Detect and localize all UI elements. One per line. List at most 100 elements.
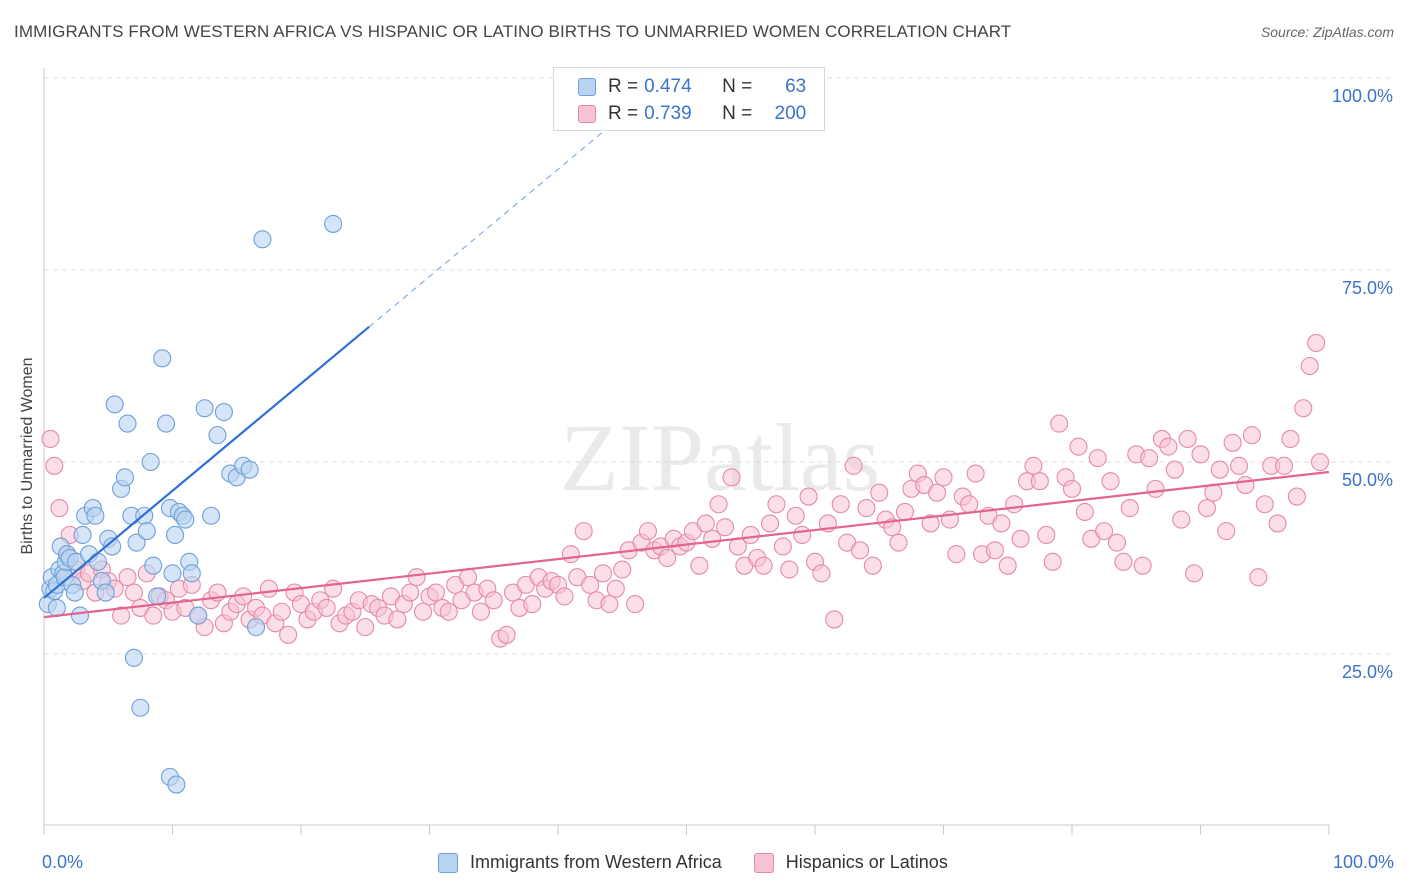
data-point-hispanics [709, 495, 728, 514]
data-point-western-africa [163, 564, 182, 583]
data-point-western-africa [141, 452, 160, 472]
data-point-western-africa [167, 775, 186, 794]
data-point-hispanics [593, 564, 613, 583]
data-point-hispanics [414, 602, 433, 621]
data-point-hispanics [626, 595, 645, 614]
data-point-hispanics [786, 506, 805, 525]
data-point-western-africa [157, 414, 176, 433]
data-point-hispanics [1101, 472, 1120, 491]
data-point-hispanics [484, 591, 503, 610]
data-point-hispanics [317, 598, 336, 617]
data-point-hispanics [1242, 426, 1261, 445]
data-point-hispanics [895, 502, 915, 521]
data-point-hispanics [722, 468, 741, 487]
legend-item-western-africa[interactable]: Immigrants from Western Africa [438, 852, 722, 873]
legend-swatch-blue [578, 78, 596, 96]
legend-n-label: N = [722, 76, 753, 97]
data-point-hispanics [883, 518, 902, 537]
data-point-hispanics [1300, 356, 1319, 376]
data-point-hispanics [45, 456, 64, 475]
data-point-hispanics [998, 556, 1017, 575]
data-point-hispanics [947, 545, 966, 564]
stats-legend: R = 0.474 N = 63 R = 0.739 N = 200 [553, 67, 825, 131]
data-point-hispanics [1088, 449, 1107, 468]
data-point-western-africa [240, 460, 259, 479]
data-point-western-africa [176, 510, 195, 529]
data-point-hispanics [439, 602, 458, 621]
data-point-hispanics [471, 602, 490, 621]
data-point-hispanics [613, 560, 632, 579]
data-point-hispanics [1069, 437, 1088, 456]
data-point-hispanics [960, 495, 979, 514]
data-point-western-africa [118, 414, 137, 433]
data-point-hispanics [690, 556, 709, 575]
data-point-hispanics [144, 606, 163, 625]
legend-item-label: Immigrants from Western Africa [470, 852, 722, 872]
data-point-hispanics [1050, 414, 1069, 433]
data-point-western-africa [153, 349, 172, 368]
y-tick-label: 75.0% [1342, 278, 1393, 298]
data-point-hispanics [1095, 522, 1114, 541]
data-point-hispanics [812, 564, 831, 583]
data-point-western-africa [208, 426, 227, 445]
data-point-western-africa [246, 618, 266, 637]
data-point-hispanics [928, 483, 947, 502]
data-point-hispanics [124, 583, 143, 602]
x-tick-max: 100.0% [1332, 852, 1394, 872]
data-point-hispanics [1223, 433, 1242, 452]
data-point-western-africa [214, 403, 233, 422]
data-point-hispanics [561, 545, 580, 564]
data-point-hispanics [780, 560, 799, 579]
source-label: Source: ZipAtlas.com [1260, 24, 1394, 40]
data-point-western-africa [195, 399, 214, 418]
data-point-hispanics [921, 514, 940, 533]
data-point-western-africa [65, 583, 84, 602]
data-point-hispanics [1043, 552, 1062, 571]
data-point-hispanics [1037, 525, 1056, 545]
data-point-hispanics [889, 533, 908, 552]
data-point-hispanics [1236, 475, 1255, 495]
legend-item-hispanics[interactable]: Hispanics or Latinos [753, 852, 948, 873]
data-point-hispanics [1062, 479, 1082, 498]
data-point-hispanics [741, 525, 760, 545]
data-point-hispanics [934, 468, 953, 487]
data-point-hispanics [696, 514, 715, 533]
data-point-western-africa [166, 525, 185, 545]
data-point-hispanics [715, 518, 735, 537]
data-point-hispanics [1159, 437, 1178, 456]
data-point-hispanics [1197, 499, 1216, 518]
data-point-hispanics [555, 587, 574, 606]
data-point-hispanics [272, 602, 291, 621]
data-point-hispanics [1114, 552, 1133, 571]
data-point-hispanics [1310, 452, 1330, 472]
data-point-hispanics [1268, 514, 1287, 533]
trendline-western-africa-extension [368, 115, 623, 328]
data-point-hispanics [279, 625, 298, 644]
data-point-western-africa [73, 525, 92, 545]
legend-n-value: 63 [785, 76, 807, 97]
data-point-hispanics [658, 548, 677, 568]
data-point-western-africa [105, 395, 124, 414]
y-tick-label: 100.0% [1332, 86, 1393, 106]
chart-title: IMMIGRANTS FROM WESTERN AFRICA VS HISPAN… [14, 22, 1012, 41]
data-point-hispanics [1255, 495, 1274, 514]
data-point-hispanics [992, 514, 1011, 533]
data-point-hispanics [1030, 472, 1049, 491]
data-point-hispanics [497, 625, 516, 644]
data-point-hispanics [1185, 564, 1204, 583]
legend-marker-blue [438, 852, 458, 873]
data-point-hispanics [581, 575, 600, 594]
y-tick-labels: 25.0% 50.0% 75.0% 100.0% [1332, 86, 1393, 682]
data-point-hispanics [754, 556, 773, 575]
data-point-hispanics [1217, 522, 1236, 541]
data-point-hispanics [1178, 429, 1197, 449]
data-point-western-africa [86, 506, 105, 525]
data-point-hispanics [1249, 568, 1268, 587]
data-point-hispanics [606, 579, 625, 598]
data-point-hispanics [112, 606, 131, 625]
legend-r-label: R = [608, 103, 639, 124]
axes [43, 68, 1330, 835]
data-point-western-africa [70, 606, 90, 625]
data-point-hispanics [118, 568, 137, 587]
